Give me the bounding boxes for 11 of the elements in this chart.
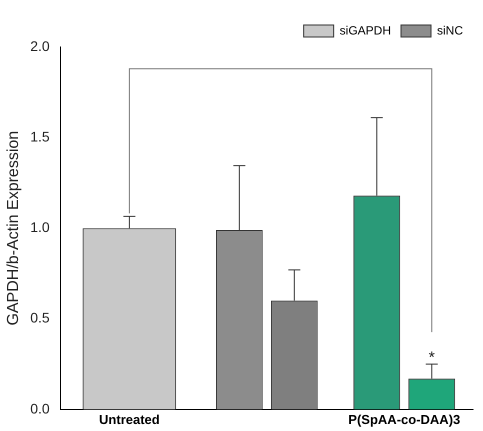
x-tick-label: Untreated — [99, 412, 160, 427]
annotation: * — [428, 350, 435, 367]
y-tick-label: 2.0 — [30, 38, 50, 54]
y-axis-title: GAPDH/b-Actin Expression — [5, 130, 22, 326]
y-tick-label: 1.5 — [30, 128, 50, 144]
x-tick-label: P(SpAA-co-DAA)3 — [348, 412, 460, 427]
y-tick-label: 0.5 — [30, 310, 50, 326]
y-tick-label: 0.0 — [30, 400, 50, 416]
legend-label: siGAPDH — [340, 23, 392, 38]
y-tick-label: 1.0 — [30, 219, 50, 236]
legend-label: siNC — [437, 23, 464, 38]
